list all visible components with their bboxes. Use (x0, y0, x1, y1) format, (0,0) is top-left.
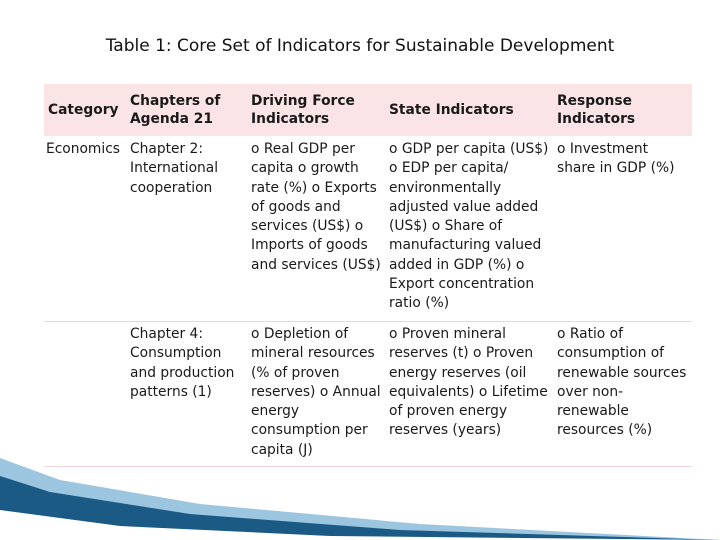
table-title: Table 1: Core Set of Indicators for Sust… (105, 36, 615, 56)
cell-driving-force: o Depletion of mineral resources (% of p… (247, 321, 385, 468)
table-row: Chapter 4: Consumption and production pa… (44, 321, 692, 468)
swoosh-white-sweep (0, 510, 720, 540)
header-driving-force: Driving Force Indicators (247, 84, 385, 137)
decorative-swoosh (0, 458, 720, 540)
header-response: Response Indicators (553, 84, 692, 137)
header-state: State Indicators (385, 84, 553, 137)
cell-chapter: Chapter 4: Consumption and production pa… (126, 321, 247, 468)
cell-chapter: Chapter 2: International cooperation (126, 136, 247, 322)
cell-response: o Investment share in GDP (%) (553, 136, 692, 322)
header-category: Category (44, 84, 126, 137)
cell-state: o Proven mineral reserves (t) o Proven e… (385, 321, 553, 468)
cell-category: Economics (44, 136, 126, 322)
header-chapters: Chapters of Agenda 21 (126, 84, 247, 137)
indicators-table: Category Chapters of Agenda 21 Driving F… (44, 84, 692, 468)
swoosh-dark-band (0, 476, 720, 540)
header-row: Category Chapters of Agenda 21 Driving F… (44, 84, 692, 137)
table-row: Economics Chapter 2: International coope… (44, 136, 692, 322)
cell-response: o Ratio of consumption of renewable sour… (553, 321, 692, 468)
cell-driving-force: o Real GDP per capita o growth rate (%) … (247, 136, 385, 322)
cell-state: o GDP per capita (US$) o EDP per capita/… (385, 136, 553, 322)
cell-category (44, 321, 126, 468)
